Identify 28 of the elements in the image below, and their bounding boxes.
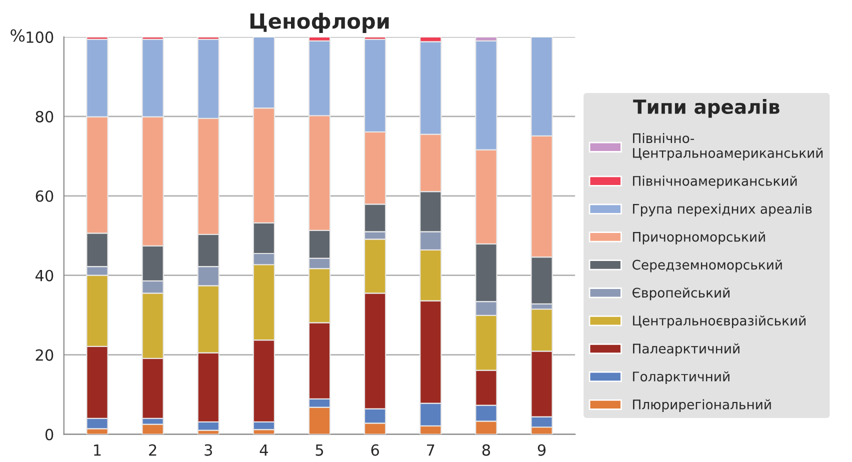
y-tick-label: 40 <box>35 270 54 282</box>
chart-title: Ценофлори <box>250 12 389 33</box>
legend-label: Палеарктичний <box>633 343 740 356</box>
x-tick-label: 4 <box>260 444 268 456</box>
y-tick-label: 100 <box>26 31 54 43</box>
x-tick-label: 9 <box>538 444 546 456</box>
y-tick-label: 0 <box>45 428 54 440</box>
legend-label: Середземноморський <box>632 260 782 272</box>
x-tick-label: 3 <box>204 444 212 456</box>
y-tick-label: 20 <box>36 349 54 361</box>
legend-label: Голарктичний <box>633 371 730 384</box>
x-tick-label: 1 <box>94 444 101 456</box>
y-axis-title: % <box>10 29 25 42</box>
x-tick-label: 8 <box>482 444 490 456</box>
legend-label: Причорноморський <box>633 232 765 244</box>
legend-title: Типи ареалів <box>633 98 780 118</box>
x-tick-label: 2 <box>149 444 156 456</box>
legend-label: Північноамериканський <box>633 176 797 188</box>
y-tick-label: 60 <box>36 190 54 202</box>
x-tick-label: 6 <box>371 444 379 456</box>
y-tick-label: 80 <box>36 110 54 122</box>
legend-label: Плюрирегіональний <box>633 399 771 412</box>
legend-label: Європейський <box>632 288 730 300</box>
x-tick-label: 5 <box>316 444 324 456</box>
legend-label: Центральноєвразійський <box>633 315 806 328</box>
x-tick-label: 7 <box>427 444 434 456</box>
legend-label: Група перехідних ареалів <box>633 204 812 216</box>
legend-label: Північно- Центральноамериканський <box>633 132 823 161</box>
